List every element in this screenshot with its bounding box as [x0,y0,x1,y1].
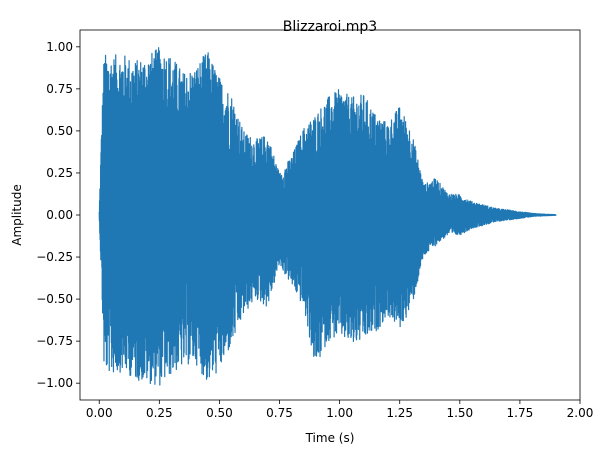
y-tick-label: 1.00 [46,40,73,54]
y-axis-label: Amplitude [10,184,24,246]
chart-title: Blizzaroi.mp3 [283,19,377,35]
y-axis: −1.00 −0.75 −0.50 −0.25 0.00 0.25 0.50 0.75 1.00 [36,40,80,390]
plot-area [98,47,557,386]
y-tick-label: 0.25 [46,166,73,180]
x-tick-label: 1.50 [446,406,473,420]
x-tick-label: 0.00 [86,406,113,420]
y-tick-label: −1.00 [36,376,73,390]
waveform-series [98,47,557,386]
x-tick-label: 0.75 [266,406,293,420]
y-tick-label: 0.75 [46,82,73,96]
y-tick-label: 0.00 [46,208,73,222]
x-axis: 0.00 0.25 0.50 0.75 1.00 1.25 1.50 1.75 2.00 [86,400,593,420]
waveform-line [98,47,557,386]
x-tick-label: 1.75 [507,406,534,420]
y-tick-label: −0.25 [36,250,73,264]
x-tick-label: 0.25 [146,406,173,420]
x-tick-label: 1.00 [326,406,353,420]
x-tick-label: 1.25 [386,406,413,420]
y-tick-label: −0.50 [36,292,73,306]
x-tick-label: 2.00 [567,406,594,420]
y-tick-label: −0.75 [36,334,73,348]
x-tick-label: 0.50 [206,406,233,420]
x-axis-label: Time (s) [305,431,355,445]
y-tick-label: 0.50 [46,124,73,138]
